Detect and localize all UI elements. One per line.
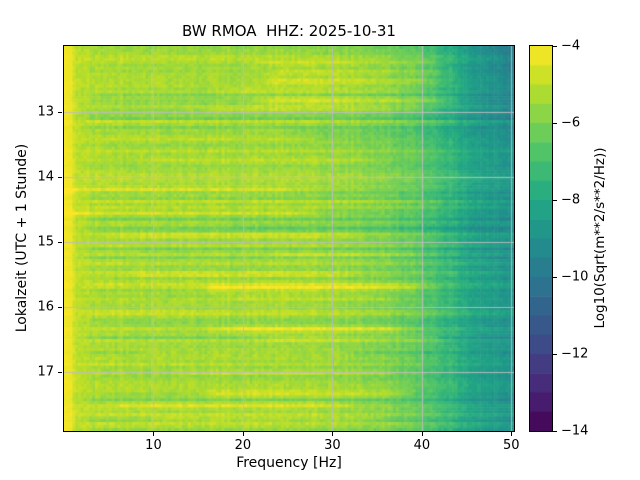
- x-tick-mark: [421, 432, 423, 436]
- colorbar-tick-label: −8: [561, 192, 581, 208]
- colorbar-tick-label: −4: [561, 38, 581, 54]
- colorbar-tick-mark: [553, 200, 557, 201]
- x-tick-label: 40: [413, 438, 431, 453]
- y-tick-mark: [58, 372, 62, 374]
- x-tick-label: 30: [324, 438, 341, 453]
- plot-title: BW RMOA HHZ: 2025-10-31: [182, 22, 396, 40]
- colorbar-tick-label: −12: [561, 346, 589, 362]
- x-tick-mark: [332, 432, 334, 436]
- x-tick-mark: [511, 432, 513, 436]
- colorbar-tick-label: −6: [561, 115, 581, 131]
- colorbar-tick-mark: [553, 46, 557, 47]
- colorbar-canvas: [530, 46, 552, 431]
- colorbar-label: Log10(Sqrt(m**2/s**2/Hz)): [592, 147, 608, 329]
- colorbar-tick-mark: [553, 123, 557, 124]
- y-tick-label: 17: [37, 364, 54, 380]
- x-tick-label: 50: [503, 438, 520, 453]
- x-tick-label: 20: [234, 438, 252, 453]
- y-tick-label: 15: [37, 234, 54, 250]
- y-tick-label: 14: [37, 169, 54, 185]
- colorbar-tick-mark: [553, 277, 557, 278]
- colorbar-tick-mark: [553, 431, 557, 432]
- y-tick-mark: [58, 112, 62, 114]
- y-tick-mark: [58, 177, 62, 179]
- y-tick-mark: [58, 307, 62, 309]
- x-tick-mark: [153, 432, 155, 436]
- y-tick-label: 13: [37, 104, 54, 120]
- spectrogram-canvas: [64, 46, 514, 431]
- colorbar-tick-label: −10: [561, 269, 589, 285]
- y-tick-label: 16: [37, 299, 54, 315]
- x-axis-label: Frequency [Hz]: [236, 455, 342, 471]
- colorbar-tick-mark: [553, 354, 557, 355]
- x-tick-label: 10: [145, 438, 162, 453]
- y-tick-mark: [58, 242, 62, 244]
- x-tick-mark: [242, 432, 244, 436]
- colorbar-tick-label: −14: [561, 423, 589, 439]
